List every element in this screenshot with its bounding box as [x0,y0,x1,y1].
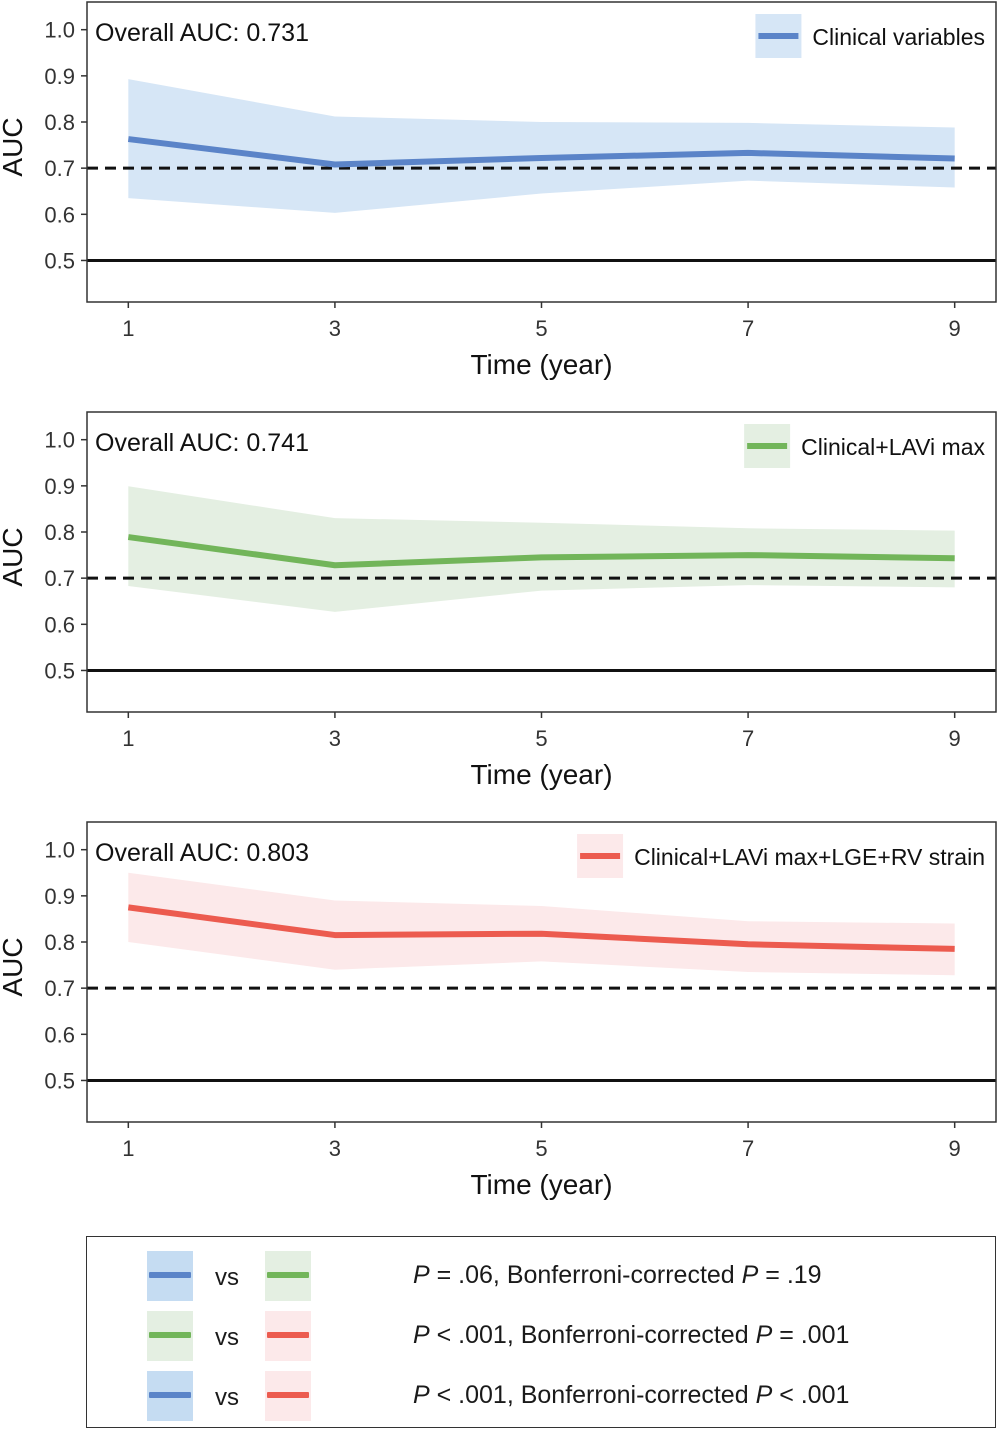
y-tick-label: 0.8 [44,930,75,955]
y-axis-label: AUC [0,937,28,996]
x-tick-label: 3 [329,1136,341,1161]
x-tick-label: 7 [742,316,754,341]
x-tick-label: 1 [122,726,134,751]
x-tick-label: 1 [122,1136,134,1161]
vs-label: vs [215,1264,239,1291]
y-tick-label: 0.9 [44,884,75,909]
p-value-text: P < .001, Bonferroni-corrected P < .001 [413,1381,850,1409]
chart-panel-clinical-lavi-lge-rv: 0.5 0.6 0.7 0.8 0.9 1.0 1 3 5 7 9 Time (year) AUC Ove… [0,821,997,1200]
x-tick-label: 3 [329,726,341,751]
legend-label: Clinical+LAVi max+LGE+RV strain [634,844,985,870]
y-tick-label: 0.6 [44,612,75,637]
chart-panel-clinical: 0.5 0.6 0.7 0.8 0.9 1.0 1 3 5 7 9 Time (year) AUC Ove… [0,1,997,380]
overall-auc-annotation: Overall AUC: 0.741 [95,429,309,457]
left-swatch [147,1311,193,1361]
x-tick-label: 9 [949,1136,961,1161]
x-tick-label: 7 [742,726,754,751]
y-axis-label: AUC [0,117,28,176]
y-tick-label: 0.9 [44,474,75,499]
y-tick-label: 0.5 [44,1068,75,1093]
y-tick-label: 0.8 [44,110,75,135]
x-tick-label: 7 [742,1136,754,1161]
overall-auc-annotation: Overall AUC: 0.803 [95,839,309,867]
y-tick-label: 0.5 [44,248,75,273]
right-swatch [265,1311,311,1361]
p-value-text: P = .06, Bonferroni-corrected P = .19 [413,1261,822,1289]
x-axis-label: Time (year) [470,349,612,380]
y-tick-label: 0.5 [44,658,75,683]
p-value-text: P < .001, Bonferroni-corrected P = .001 [413,1321,850,1349]
y-tick-label: 0.7 [44,976,75,1001]
y-tick-label: 1.0 [44,838,75,863]
y-tick-label: 0.7 [44,566,75,591]
x-axis-label: Time (year) [470,759,612,790]
comparison-row: vs P < .001, Bonferroni-corrected P < .0… [87,1371,995,1421]
y-tick-label: 0.7 [44,156,75,181]
y-tick-label: 0.8 [44,520,75,545]
right-swatch [265,1371,311,1421]
left-swatch [147,1371,193,1421]
comparison-row: vs P = .06, Bonferroni-corrected P = .19 [87,1251,995,1301]
vs-label: vs [215,1324,239,1351]
x-tick-label: 5 [535,316,547,341]
y-tick-label: 1.0 [44,18,75,43]
x-tick-label: 3 [329,316,341,341]
confidence-band [128,79,955,213]
y-tick-label: 1.0 [44,428,75,453]
x-axis-label: Time (year) [470,1169,612,1200]
legend-label: Clinical variables [812,24,985,50]
confidence-band [128,872,955,976]
vs-label: vs [215,1384,239,1411]
overall-auc-annotation: Overall AUC: 0.731 [95,19,309,47]
y-tick-label: 0.9 [44,64,75,89]
left-swatch [147,1251,193,1301]
legend-label: Clinical+LAVi max [801,434,985,460]
comparison-row: vs P < .001, Bonferroni-corrected P = .0… [87,1311,995,1361]
chart-panel-clinical-lavi: 0.5 0.6 0.7 0.8 0.9 1.0 1 3 5 7 9 Time (year) AUC Ove… [0,411,997,790]
x-tick-label: 9 [949,726,961,751]
y-axis-label: AUC [0,527,28,586]
right-swatch [265,1251,311,1301]
comparison-legend: vs P = .06, Bonferroni-corrected P = .19… [86,1236,996,1428]
x-tick-label: 5 [535,726,547,751]
x-tick-label: 5 [535,1136,547,1161]
y-tick-label: 0.6 [44,1022,75,1047]
x-tick-label: 9 [949,316,961,341]
y-tick-label: 0.6 [44,202,75,227]
confidence-band [128,486,955,612]
x-tick-label: 1 [122,316,134,341]
